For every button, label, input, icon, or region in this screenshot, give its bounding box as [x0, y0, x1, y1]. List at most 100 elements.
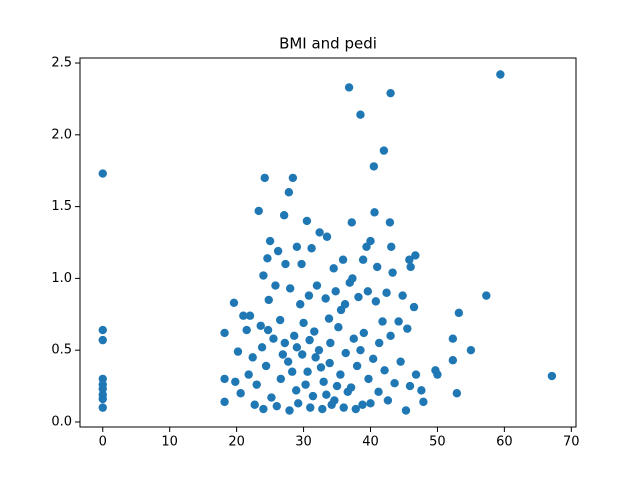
scatter-point [345, 278, 354, 287]
scatter-point [318, 404, 327, 414]
scatter-point [411, 370, 421, 379]
scatter-point [378, 317, 387, 326]
scatter-point [306, 403, 315, 412]
scatter-point [292, 386, 301, 395]
scatter-point [244, 370, 253, 379]
scatter-point [311, 353, 320, 362]
y-tick-label: 0.5 [51, 343, 72, 358]
scatter-point [326, 338, 335, 348]
y-tick-label: 1.5 [51, 199, 72, 214]
scatter-point [292, 343, 302, 352]
axes-frame [79, 57, 577, 428]
scatter-point [403, 324, 412, 333]
scatter-point [220, 374, 229, 384]
scatter-point [356, 110, 365, 119]
scatter-point [307, 244, 316, 253]
scatter-point [312, 281, 322, 290]
scatter-point [298, 350, 307, 359]
scatter-point [380, 366, 389, 375]
scatter-point [220, 397, 229, 407]
scatter-point [547, 371, 557, 381]
scatter-point [396, 357, 405, 366]
y-tick-label: 2.0 [51, 127, 72, 142]
scatter-point [98, 374, 107, 384]
scatter-point [276, 374, 286, 384]
scatter-point [352, 361, 362, 371]
scatter-point [336, 370, 345, 379]
scatter-point [387, 242, 396, 252]
scatter-point [302, 216, 312, 226]
scatter-point [327, 400, 336, 409]
x-tick-label: 30 [295, 435, 312, 450]
x-tick-label: 10 [161, 435, 178, 450]
scatter-point [281, 259, 290, 269]
scatter-point [351, 404, 360, 414]
scatter-point [304, 291, 314, 300]
scatter-point [406, 262, 415, 272]
scatter-point [98, 335, 107, 345]
scatter-point [294, 399, 303, 408]
scatter-point [267, 393, 276, 402]
scatter-point [271, 281, 280, 290]
scatter-point [334, 323, 343, 332]
scatter-point [263, 254, 272, 263]
scatter-point [325, 358, 334, 368]
scatter-point [220, 328, 229, 338]
scatter-point [482, 291, 491, 300]
scatter-point [98, 403, 107, 412]
scatter-point [98, 384, 107, 394]
scatter-point [329, 264, 338, 273]
scatter-point [382, 288, 391, 297]
scatter-point [401, 406, 411, 415]
scatter-point [341, 348, 350, 358]
scatter-point [374, 387, 383, 397]
scatter-point [496, 70, 505, 79]
scatter-point [454, 308, 464, 318]
scatter-point [269, 334, 278, 343]
scatter-point [358, 400, 367, 409]
scatter-point [296, 300, 305, 309]
scatter-point [379, 146, 389, 155]
scatter-point [272, 401, 281, 411]
scatter-point [321, 294, 330, 303]
scatter-point [273, 246, 283, 256]
scatter-point [368, 354, 378, 363]
scatter-point [386, 88, 395, 98]
scatter-point [338, 255, 348, 264]
scatter-point [280, 338, 290, 348]
scatter-point [340, 300, 350, 309]
scatter-point [310, 327, 319, 336]
scatter-point [305, 335, 314, 345]
scatter-point [344, 83, 354, 92]
y-tick-label: 2.5 [51, 56, 72, 71]
scatter-point [375, 338, 384, 348]
scatter-point [316, 363, 326, 372]
scatter-point [386, 331, 395, 341]
scatter-point [433, 370, 442, 379]
scatter-point [364, 374, 373, 384]
scatter-point [366, 236, 375, 246]
scatter-point [283, 357, 293, 366]
x-tick-label: 20 [228, 435, 245, 450]
scatter-point [250, 400, 259, 409]
scatter-point [260, 173, 269, 183]
scatter-point [398, 291, 407, 300]
scatter-point [319, 377, 328, 386]
scatter-point [98, 169, 107, 178]
scatter-point [322, 232, 332, 241]
scatter-point [417, 386, 426, 395]
scatter-point [98, 394, 107, 404]
scatter-point [98, 325, 107, 335]
scatter-point [385, 218, 395, 227]
scatter-point [248, 353, 257, 362]
scatter-point [349, 334, 358, 343]
scatter-point [332, 381, 342, 391]
scatter-point [322, 390, 331, 399]
scatter-point [252, 380, 261, 389]
x-tick-label: 60 [496, 435, 513, 450]
scatter-point [448, 356, 458, 365]
scatter-point [405, 255, 414, 264]
scatter-point [229, 298, 239, 308]
